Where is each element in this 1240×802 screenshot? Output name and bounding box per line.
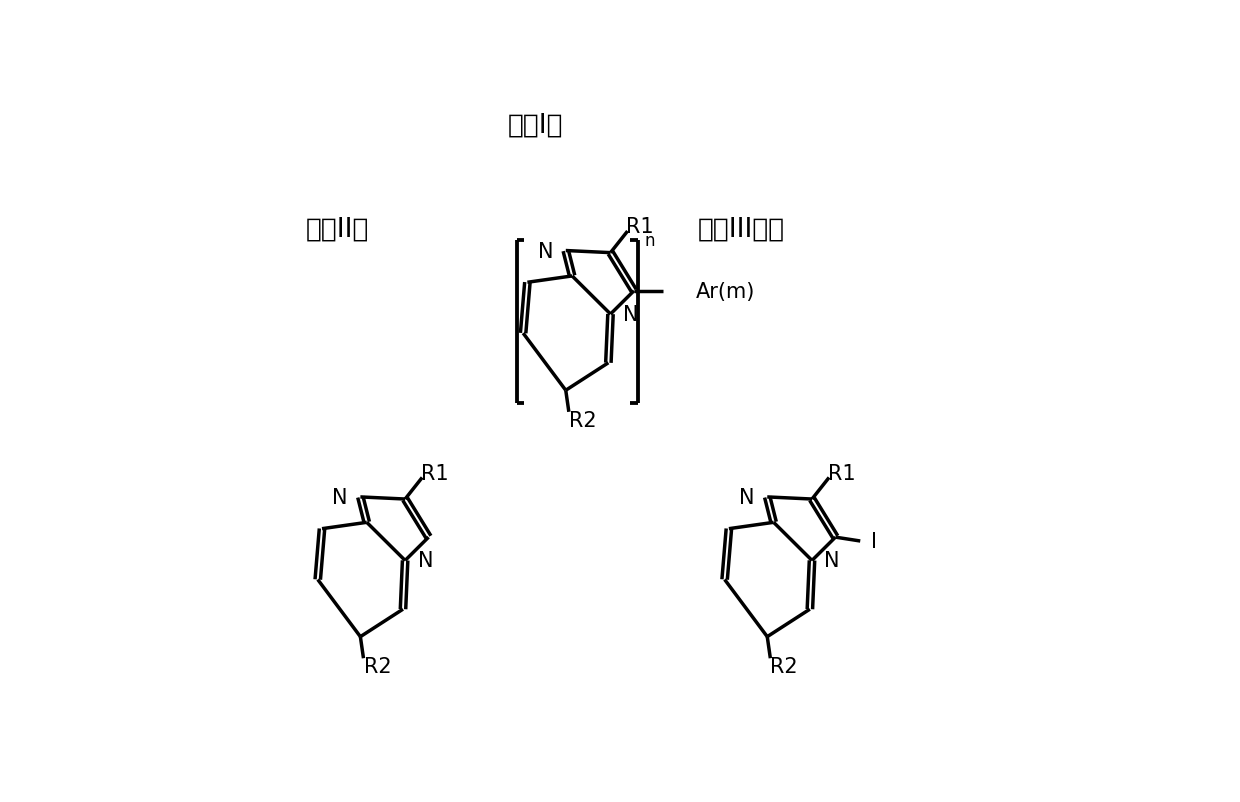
Text: R2: R2 (363, 656, 392, 676)
Text: N: N (622, 305, 639, 325)
Text: N: N (538, 241, 553, 261)
Text: （式III）；: （式III）； (697, 217, 785, 242)
Text: （式II）: （式II） (306, 217, 370, 242)
Text: I: I (870, 532, 877, 551)
Text: R1: R1 (420, 464, 449, 484)
Text: R2: R2 (770, 656, 799, 676)
Text: R2: R2 (569, 410, 596, 430)
Text: N: N (739, 488, 755, 508)
Text: N: N (825, 551, 839, 571)
Text: （式I）: （式I） (507, 112, 563, 139)
Text: N: N (418, 551, 433, 571)
Text: N: N (332, 488, 348, 508)
Text: R1: R1 (626, 217, 653, 237)
Text: R1: R1 (827, 464, 856, 484)
Text: Ar(m): Ar(m) (696, 282, 755, 302)
Text: n: n (644, 232, 655, 249)
